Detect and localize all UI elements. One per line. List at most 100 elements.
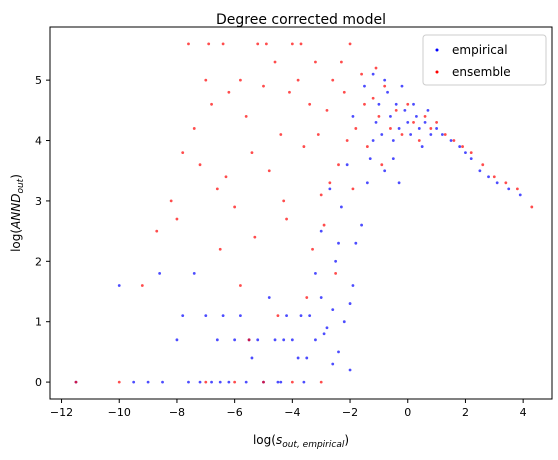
point-ensemble [423, 114, 427, 118]
point-empirical [469, 157, 473, 161]
x-tick-label: −6 [227, 406, 243, 419]
point-empirical [250, 356, 254, 360]
point-ensemble [253, 235, 257, 239]
point-empirical [337, 350, 340, 354]
point-ensemble [363, 102, 366, 106]
points-layer [74, 42, 534, 384]
point-empirical [400, 84, 404, 88]
point-empirical [397, 127, 401, 130]
point-empirical [464, 151, 467, 155]
point-ensemble [351, 187, 355, 191]
point-ensemble [169, 199, 173, 203]
point-empirical [495, 181, 499, 185]
point-ensemble [264, 42, 268, 46]
point-ensemble [302, 145, 306, 148]
point-empirical [256, 338, 260, 342]
x-axis-label-prefix: log( [253, 433, 276, 447]
point-ensemble [210, 102, 213, 106]
point-empirical [380, 133, 384, 136]
point-empirical [351, 284, 355, 287]
point-empirical [132, 380, 136, 384]
point-ensemble [187, 42, 190, 46]
point-ensemble [504, 181, 508, 185]
point-empirical [299, 314, 303, 318]
point-ensemble [345, 139, 349, 142]
point-ensemble [299, 42, 303, 46]
point-ensemble [285, 217, 288, 221]
point-ensemble [256, 42, 260, 46]
point-ensemble [337, 163, 340, 167]
point-empirical [458, 145, 462, 148]
point-ensemble [365, 145, 369, 148]
point-ensemble [354, 127, 358, 130]
point-ensemble [288, 90, 291, 94]
point-empirical [415, 114, 418, 118]
point-empirical [319, 296, 323, 299]
point-empirical [322, 332, 326, 336]
point-ensemble [331, 78, 335, 82]
point-ensemble [383, 84, 387, 88]
x-axis-label-sub: out, empirical [282, 440, 345, 450]
y-axis-label: log(ANNDout) [9, 174, 26, 252]
x-tick-label: 0 [404, 406, 411, 419]
point-ensemble [319, 380, 323, 384]
point-ensemble [311, 247, 314, 251]
point-empirical [192, 271, 196, 275]
point-empirical [331, 308, 335, 312]
point-ensemble [400, 133, 404, 136]
point-empirical [507, 187, 511, 191]
point-ensemble [74, 380, 78, 384]
y-ticks: 0 1 2 3 4 5 [35, 74, 50, 389]
point-empirical [221, 314, 225, 318]
point-ensemble [279, 133, 283, 136]
x-axis-label: log(sout, empirical) [253, 433, 349, 450]
point-ensemble [250, 151, 254, 155]
point-empirical [383, 78, 387, 82]
point-ensemble [276, 314, 280, 318]
point-empirical [233, 338, 237, 342]
point-ensemble [443, 133, 447, 136]
y-tick-label: 2 [35, 255, 42, 268]
x-tick-label: −8 [169, 406, 185, 419]
y-tick-label: 4 [35, 135, 42, 148]
y-tick-label: 5 [35, 74, 42, 87]
point-ensemble [204, 380, 208, 384]
point-empirical [360, 223, 363, 227]
point-empirical [429, 133, 433, 136]
point-ensemble [262, 84, 265, 88]
point-empirical [267, 296, 271, 299]
point-ensemble [452, 139, 456, 142]
point-empirical [158, 271, 162, 275]
x-tick-label: −10 [108, 406, 131, 419]
point-empirical [305, 356, 309, 360]
point-ensemble [469, 151, 473, 155]
point-empirical [371, 139, 375, 142]
point-ensemble [308, 102, 312, 106]
point-ensemble [316, 133, 320, 136]
point-ensemble [140, 284, 144, 287]
point-ensemble [282, 199, 286, 203]
point-empirical [161, 380, 164, 384]
point-ensemble [348, 42, 352, 46]
point-ensemble [328, 181, 332, 185]
point-empirical [435, 127, 438, 130]
point-ensemble [233, 205, 237, 209]
point-empirical [365, 181, 369, 185]
point-empirical [337, 241, 340, 245]
point-empirical [325, 326, 329, 330]
point-ensemble [412, 121, 415, 124]
point-ensemble [227, 90, 231, 94]
y-tick-label: 3 [35, 195, 42, 208]
point-ensemble [530, 205, 534, 209]
x-axis-label-suffix: ) [344, 433, 349, 447]
legend-marker-empirical [435, 48, 439, 52]
point-ensemble [192, 127, 196, 130]
point-ensemble [492, 175, 496, 179]
point-empirical [146, 380, 150, 384]
point-ensemble [377, 114, 381, 118]
point-empirical [354, 241, 358, 245]
point-empirical [285, 314, 288, 318]
point-empirical [363, 84, 366, 88]
legend-box [422, 34, 547, 86]
y-axis-label-base: ANND [9, 194, 23, 230]
